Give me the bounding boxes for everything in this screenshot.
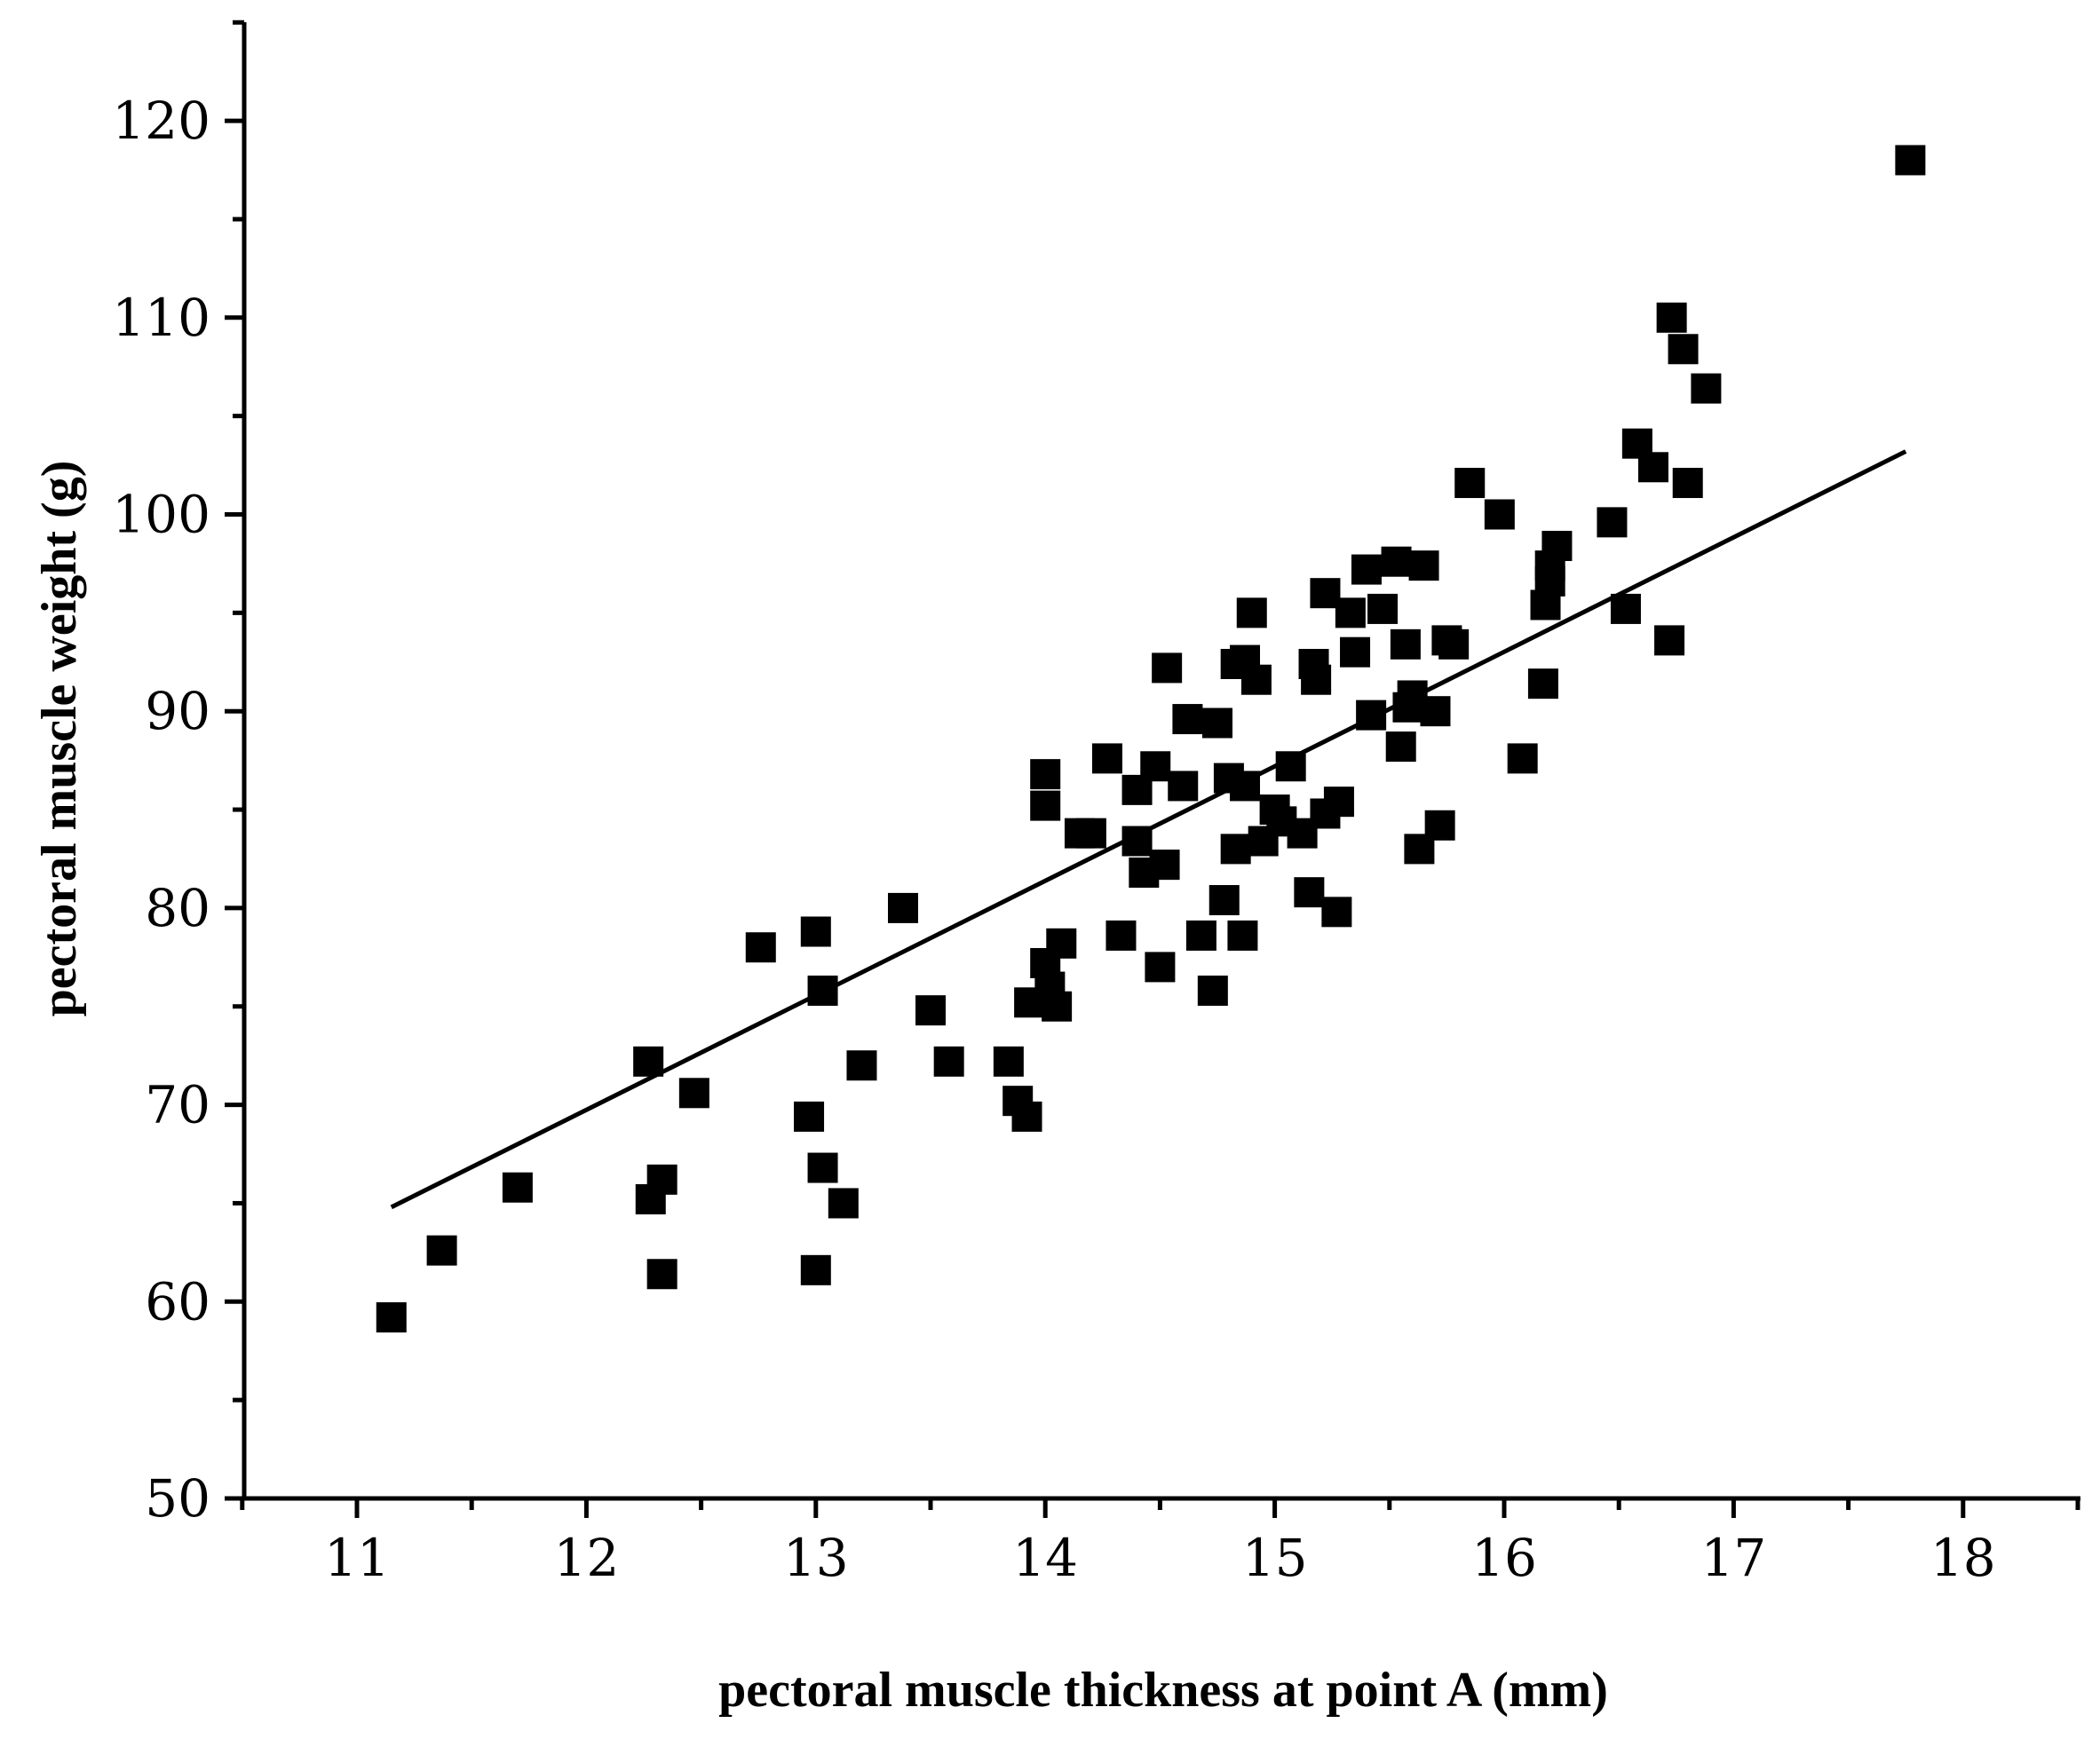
regression-line <box>390 449 1907 1210</box>
data-point <box>1691 373 1722 404</box>
data-point <box>1046 928 1077 959</box>
data-point <box>1672 468 1703 499</box>
data-point <box>1105 920 1137 951</box>
y-axis-title: pectoral muscle weight (g) <box>32 461 87 1017</box>
data-point <box>678 1078 709 1109</box>
data-point <box>1168 771 1199 802</box>
data-point <box>376 1302 407 1333</box>
data-point <box>800 916 831 947</box>
data-point <box>1424 810 1455 841</box>
data-point <box>1385 731 1416 763</box>
data-point <box>1438 628 1470 660</box>
x-tick-label: 12 <box>553 1528 619 1588</box>
data-point <box>1367 593 1399 624</box>
data-point <box>502 1172 533 1203</box>
data-point <box>1381 546 1412 577</box>
data-point <box>1030 759 1061 790</box>
y-tick-label: 70 <box>145 1075 210 1135</box>
data-point <box>1610 593 1641 624</box>
data-point <box>1227 920 1258 951</box>
data-point <box>1294 877 1325 908</box>
data-point <box>1208 885 1240 916</box>
data-point <box>1091 743 1122 774</box>
x-tick-label: 18 <box>1930 1528 1996 1588</box>
data-point <box>646 1259 678 1290</box>
x-tick-label: 11 <box>324 1528 390 1588</box>
data-point <box>915 995 946 1026</box>
y-tick-label: 80 <box>145 878 210 938</box>
data-point <box>1527 668 1558 700</box>
regression-line-group <box>390 449 1907 1210</box>
data-point <box>1011 1101 1042 1132</box>
y-tick-label: 110 <box>112 288 210 348</box>
x-tick-label: 16 <box>1471 1528 1537 1588</box>
data-point <box>1507 743 1538 774</box>
data-point <box>933 1046 964 1077</box>
data-points <box>376 145 1926 1333</box>
data-point <box>1668 334 1699 365</box>
data-point <box>1145 952 1176 983</box>
data-point <box>1351 554 1382 585</box>
x-tick-label: 15 <box>1242 1528 1308 1588</box>
data-point <box>1240 664 1272 695</box>
data-point <box>1321 897 1352 928</box>
data-point <box>1185 920 1216 951</box>
data-point <box>1637 452 1668 483</box>
data-point <box>1236 597 1267 628</box>
data-point <box>1597 507 1628 538</box>
y-axis: 50 60 70 80 90 100 110 120 <box>112 20 247 1529</box>
data-point <box>1152 652 1183 684</box>
y-tick-label: 100 <box>112 485 210 545</box>
data-point <box>1149 850 1180 881</box>
y-tick-label: 60 <box>145 1271 210 1332</box>
data-point <box>1075 818 1106 849</box>
data-point <box>807 1152 838 1183</box>
data-point <box>1390 628 1421 660</box>
data-point <box>846 1050 877 1081</box>
x-axis: 11 12 13 14 15 16 17 18 <box>240 1496 2080 1588</box>
data-point <box>800 1254 831 1285</box>
data-point <box>1340 636 1371 668</box>
data-point <box>426 1235 457 1266</box>
data-point <box>1323 787 1354 818</box>
data-point <box>828 1188 859 1219</box>
data-point <box>1408 550 1439 581</box>
data-point <box>1197 976 1228 1007</box>
data-point <box>1654 625 1685 656</box>
y-tick-label: 120 <box>112 91 210 151</box>
x-axis-title: pectoral muscle thickness at point A (mm… <box>718 1663 1608 1718</box>
x-tick-label: 13 <box>783 1528 849 1588</box>
data-point <box>1202 707 1232 739</box>
data-point <box>993 1046 1024 1077</box>
data-point <box>794 1101 825 1132</box>
data-point <box>1275 751 1306 782</box>
data-point <box>1140 751 1171 782</box>
data-point <box>1220 834 1251 865</box>
data-point <box>1541 530 1573 561</box>
data-point <box>1172 704 1203 735</box>
data-point <box>1335 597 1366 628</box>
y-tick-label: 50 <box>145 1468 210 1529</box>
data-point <box>646 1164 678 1195</box>
data-point <box>1895 145 1926 176</box>
data-point <box>1454 468 1486 499</box>
data-point <box>1042 991 1073 1022</box>
x-tick-label: 14 <box>1012 1528 1078 1588</box>
data-point <box>745 932 776 963</box>
data-point <box>1484 499 1515 530</box>
x-tick-label: 17 <box>1700 1528 1766 1588</box>
data-point <box>1030 790 1061 821</box>
data-point <box>1301 664 1332 695</box>
data-point <box>1310 578 1341 609</box>
y-tick-label: 90 <box>145 681 210 741</box>
data-point <box>1656 302 1687 333</box>
data-point <box>1420 696 1451 727</box>
data-point <box>887 892 918 923</box>
